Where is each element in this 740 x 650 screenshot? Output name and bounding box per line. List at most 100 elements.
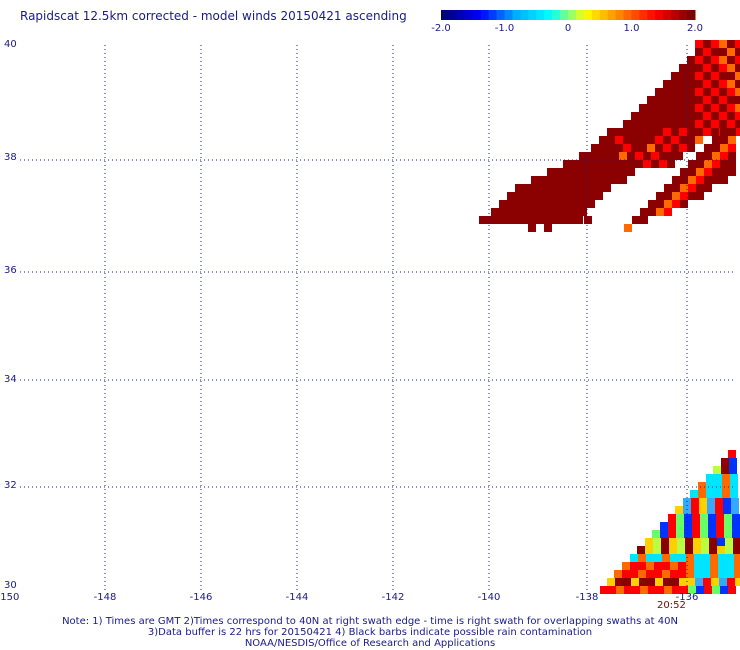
wind-diff-cell [712,152,720,160]
wind-diff-cell [668,522,676,530]
swath-data-cells [479,40,740,594]
wind-diff-cell [571,168,579,176]
wind-diff-cell [702,570,710,578]
wind-diff-cell [643,160,651,168]
wind-diff-cell [631,128,639,136]
wind-diff-cell [535,216,543,224]
wind-diff-cell [713,466,721,474]
lat-label-36: 36 [4,265,17,276]
wind-diff-cell [685,538,693,546]
wind-diff-cell [704,168,712,176]
wind-diff-cell [591,144,599,152]
wind-diff-cell [726,554,734,562]
wind-diff-cell [652,530,660,538]
wind-diff-cell [651,152,659,160]
wind-diff-cell [571,200,579,208]
wind-diff-cell [727,40,735,48]
wind-diff-cell [639,136,647,144]
wind-diff-cell [712,160,720,168]
wind-diff-cell [479,216,487,224]
wind-diff-cell [729,466,737,474]
wind-diff-cell [687,104,695,112]
colorbar-cell [441,10,450,20]
wind-diff-cell [531,200,539,208]
wind-diff-cell [579,160,587,168]
wind-diff-cell [563,200,571,208]
wind-diff-cell [638,554,646,562]
wind-diff-cell [646,562,654,570]
wind-diff-cell [706,482,714,490]
wind-diff-cell [687,80,695,88]
wind-diff-cell [722,474,730,482]
wind-diff-cell [543,216,551,224]
wind-diff-cell [623,128,631,136]
wind-diff-cell [727,88,735,96]
colorbar-cell [679,10,688,20]
wind-diff-cell [646,554,654,562]
wind-diff-cell [668,530,676,538]
colorbar-tick-label: -1.0 [495,23,515,34]
wind-diff-cell [720,136,728,144]
wind-diff-cell [523,184,531,192]
wind-diff-cell [671,112,679,120]
wind-diff-cell [523,200,531,208]
wind-diff-cell [723,498,731,506]
wind-diff-cell [709,538,717,546]
wind-diff-cell [719,64,727,72]
lat-label-38: 38 [4,152,17,163]
wind-diff-cell [699,506,707,514]
wind-diff-cell [712,144,720,152]
lon-label-146: -146 [189,592,213,603]
wind-diff-cell [719,80,727,88]
wind-diff-cell [717,546,725,554]
wind-diff-cell [724,514,732,522]
wind-diff-cell [579,184,587,192]
wind-diff-cell [687,144,695,152]
wind-diff-cell [703,72,711,80]
wind-diff-cell [555,208,563,216]
colorbar-tick-label: 0 [565,23,571,34]
wind-diff-cell [611,152,619,160]
wind-diff-cell [711,48,719,56]
lon-label-142: -142 [381,592,405,603]
wind-diff-cell [698,482,706,490]
wind-diff-cell [735,104,740,112]
wind-diff-cell [702,562,710,570]
wind-diff-cell [615,136,623,144]
wind-diff-cell [630,562,638,570]
wind-diff-cell [700,514,708,522]
wind-diff-cell [595,160,603,168]
wind-diff-cell [659,152,667,160]
wind-diff-cell [696,152,704,160]
wind-diff-cell [688,160,696,168]
wind-diff-cell [515,184,523,192]
wind-diff-cell [731,506,739,514]
wind-diff-cell [687,120,695,128]
wind-diff-cell [703,96,711,104]
wind-diff-cell [639,578,647,586]
wind-diff-cell [719,56,727,64]
wind-diff-cell [703,120,711,128]
wind-diff-cell [563,176,571,184]
wind-diff-cell [608,586,616,594]
wind-diff-cell [735,64,740,72]
wind-diff-cell [527,216,535,224]
colorbar-cell [520,10,529,20]
wind-diff-cell [695,64,703,72]
wind-diff-cell [544,224,552,232]
wind-diff-cell [696,192,704,200]
wind-diff-cell [547,208,555,216]
wind-diff-cell [735,88,740,96]
lon-label-138: -138 [575,592,599,603]
wind-diff-cell [487,216,495,224]
wind-diff-cell [687,88,695,96]
wind-diff-cell [711,72,719,80]
wind-diff-cell [599,136,607,144]
wind-diff-cell [663,578,671,586]
wind-diff-cell [688,586,696,594]
wind-diff-cell [695,120,703,128]
wind-diff-cell [729,458,737,466]
wind-diff-cell [677,538,685,546]
wind-diff-cell [669,538,677,546]
wind-diff-cell [503,216,511,224]
